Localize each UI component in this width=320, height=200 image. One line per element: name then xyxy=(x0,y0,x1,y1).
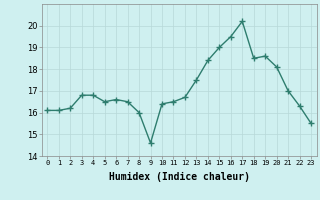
X-axis label: Humidex (Indice chaleur): Humidex (Indice chaleur) xyxy=(109,172,250,182)
